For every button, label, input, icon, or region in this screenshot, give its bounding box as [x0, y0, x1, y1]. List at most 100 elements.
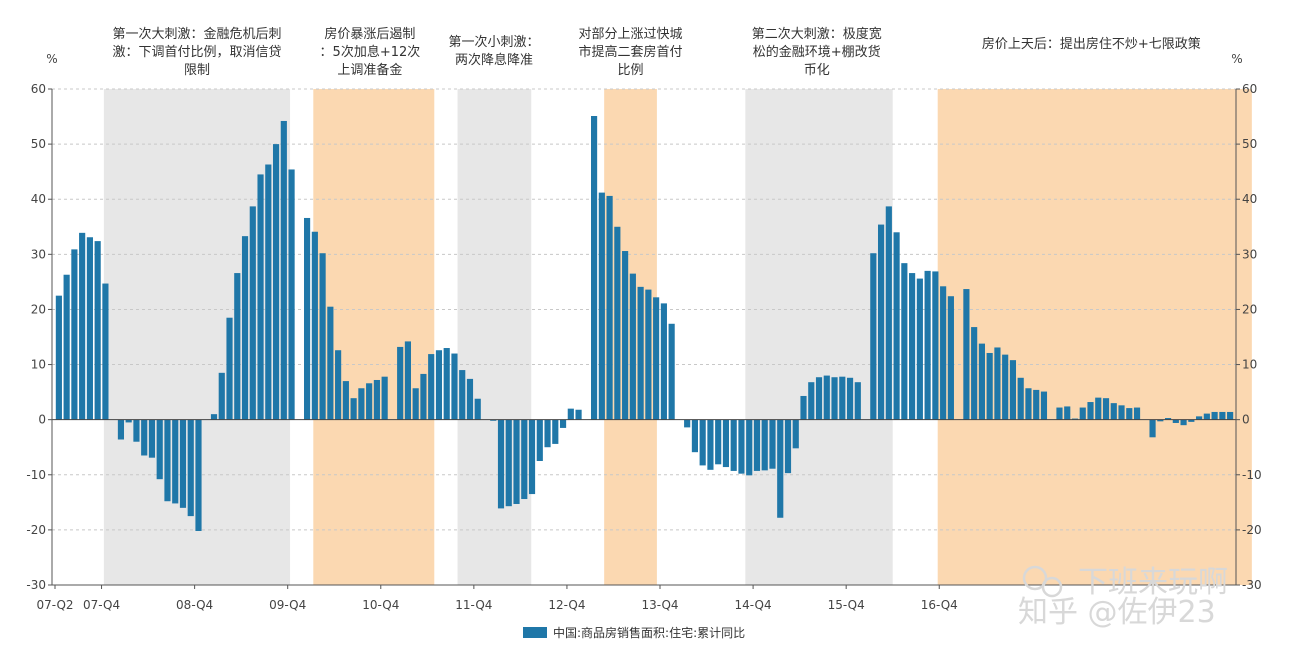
- bar: [870, 253, 877, 420]
- bar: [614, 226, 621, 420]
- bar: [272, 144, 280, 420]
- bar: [1095, 397, 1102, 420]
- bar: [304, 217, 311, 420]
- bar: [622, 251, 629, 420]
- bar: [86, 237, 93, 420]
- bar: [1118, 405, 1125, 420]
- bar: [443, 348, 450, 420]
- bar: [575, 409, 582, 420]
- bar: [769, 419, 776, 469]
- bar: [1219, 411, 1226, 420]
- legend-label: 中国:商品房销售面积:住宅:累计同比: [553, 625, 745, 640]
- annotation-line: 对部分上涨过快城: [579, 27, 683, 42]
- bar: [1110, 403, 1117, 420]
- bar: [195, 419, 202, 531]
- bar: [505, 419, 512, 507]
- bar: [932, 271, 939, 420]
- gridlines-layer: [52, 88, 1236, 531]
- annotation-line: 币化: [804, 63, 830, 78]
- bar: [1227, 411, 1234, 420]
- bar: [1040, 391, 1048, 420]
- bar: [940, 286, 947, 420]
- y-tick-label-right: -30: [1242, 578, 1262, 592]
- x-tick-label: 13-Q4: [641, 598, 678, 612]
- y-tick-label-right: -10: [1242, 468, 1262, 482]
- bar: [606, 195, 613, 420]
- bar: [451, 353, 458, 420]
- y-tick-label-right: 30: [1242, 247, 1257, 261]
- x-tick-label: 11-Q4: [455, 598, 492, 612]
- bar: [567, 408, 574, 420]
- shaded-period-1: [313, 89, 435, 585]
- bar: [1017, 377, 1024, 420]
- legend: 中国:商品房销售面积:住宅:累计同比: [523, 625, 745, 640]
- bar: [218, 372, 225, 420]
- x-tick-label: 07-Q2: [36, 598, 73, 612]
- bar: [404, 341, 412, 420]
- bar: [133, 419, 140, 442]
- bar: [366, 383, 373, 420]
- bar: [691, 419, 698, 453]
- bar: [1056, 407, 1063, 420]
- bar: [994, 347, 1001, 420]
- bar: [335, 350, 342, 420]
- bar: [234, 273, 241, 420]
- bar: [800, 395, 807, 420]
- bar: [241, 236, 249, 420]
- bar: [179, 419, 187, 508]
- axes-layer: -30 -30 -20 -20 -10 -10 0 0 10 10 20 20 30 30 40 40 50 50…: [26, 82, 1261, 612]
- bar: [311, 231, 318, 420]
- bar: [1157, 419, 1164, 422]
- bar: [552, 419, 559, 444]
- bar: [730, 419, 737, 471]
- y-tick-label-right: 0: [1242, 413, 1250, 427]
- bar: [125, 419, 132, 423]
- bar: [156, 419, 163, 480]
- bar: [629, 273, 636, 420]
- bar: [428, 354, 435, 420]
- bar: [784, 419, 792, 474]
- shaded-period-2: [457, 89, 532, 585]
- y-tick-label-right: -20: [1242, 523, 1262, 537]
- bar: [777, 419, 784, 518]
- bar: [102, 283, 109, 420]
- bar: [373, 379, 380, 420]
- bar: [226, 317, 233, 420]
- y-tick-label-left: -10: [26, 468, 46, 482]
- bar: [141, 419, 148, 456]
- annotation-line: 上调准备金: [337, 62, 402, 78]
- y-axis-unit-left: %: [46, 52, 57, 66]
- bar: [1025, 388, 1032, 420]
- bar: [1033, 389, 1040, 420]
- bar: [668, 323, 675, 420]
- bar: [792, 419, 799, 449]
- bar: [63, 274, 70, 420]
- annotation-line: ：5次加息+12次: [320, 44, 421, 60]
- bar: [1064, 406, 1071, 420]
- bar: [653, 297, 660, 420]
- bar: [1149, 419, 1156, 438]
- bar: [513, 419, 520, 504]
- bar: [490, 419, 497, 421]
- bar: [978, 343, 985, 420]
- y-axis-unit-right: %: [1231, 52, 1242, 66]
- y-tick-label-left: -30: [26, 578, 46, 592]
- bar: [55, 295, 62, 420]
- annotation-line: 第二次大刺激：极度宽: [752, 26, 882, 42]
- shaded-period-4: [745, 89, 893, 585]
- bar: [1126, 408, 1133, 420]
- y-tick-label-left: 60: [31, 82, 46, 96]
- y-tick-label-left: 50: [31, 137, 46, 151]
- bar: [536, 419, 543, 461]
- y-tick-label-left: 40: [31, 192, 46, 206]
- bar: [459, 370, 466, 420]
- bar: [249, 206, 256, 420]
- bar: [645, 289, 652, 420]
- x-tick-label: 12-Q4: [548, 598, 585, 612]
- bar: [909, 273, 916, 420]
- x-tick-label: 15-Q4: [828, 598, 865, 612]
- bar: [746, 419, 753, 476]
- bar: [738, 419, 745, 474]
- y-tick-label-left: -20: [26, 523, 46, 537]
